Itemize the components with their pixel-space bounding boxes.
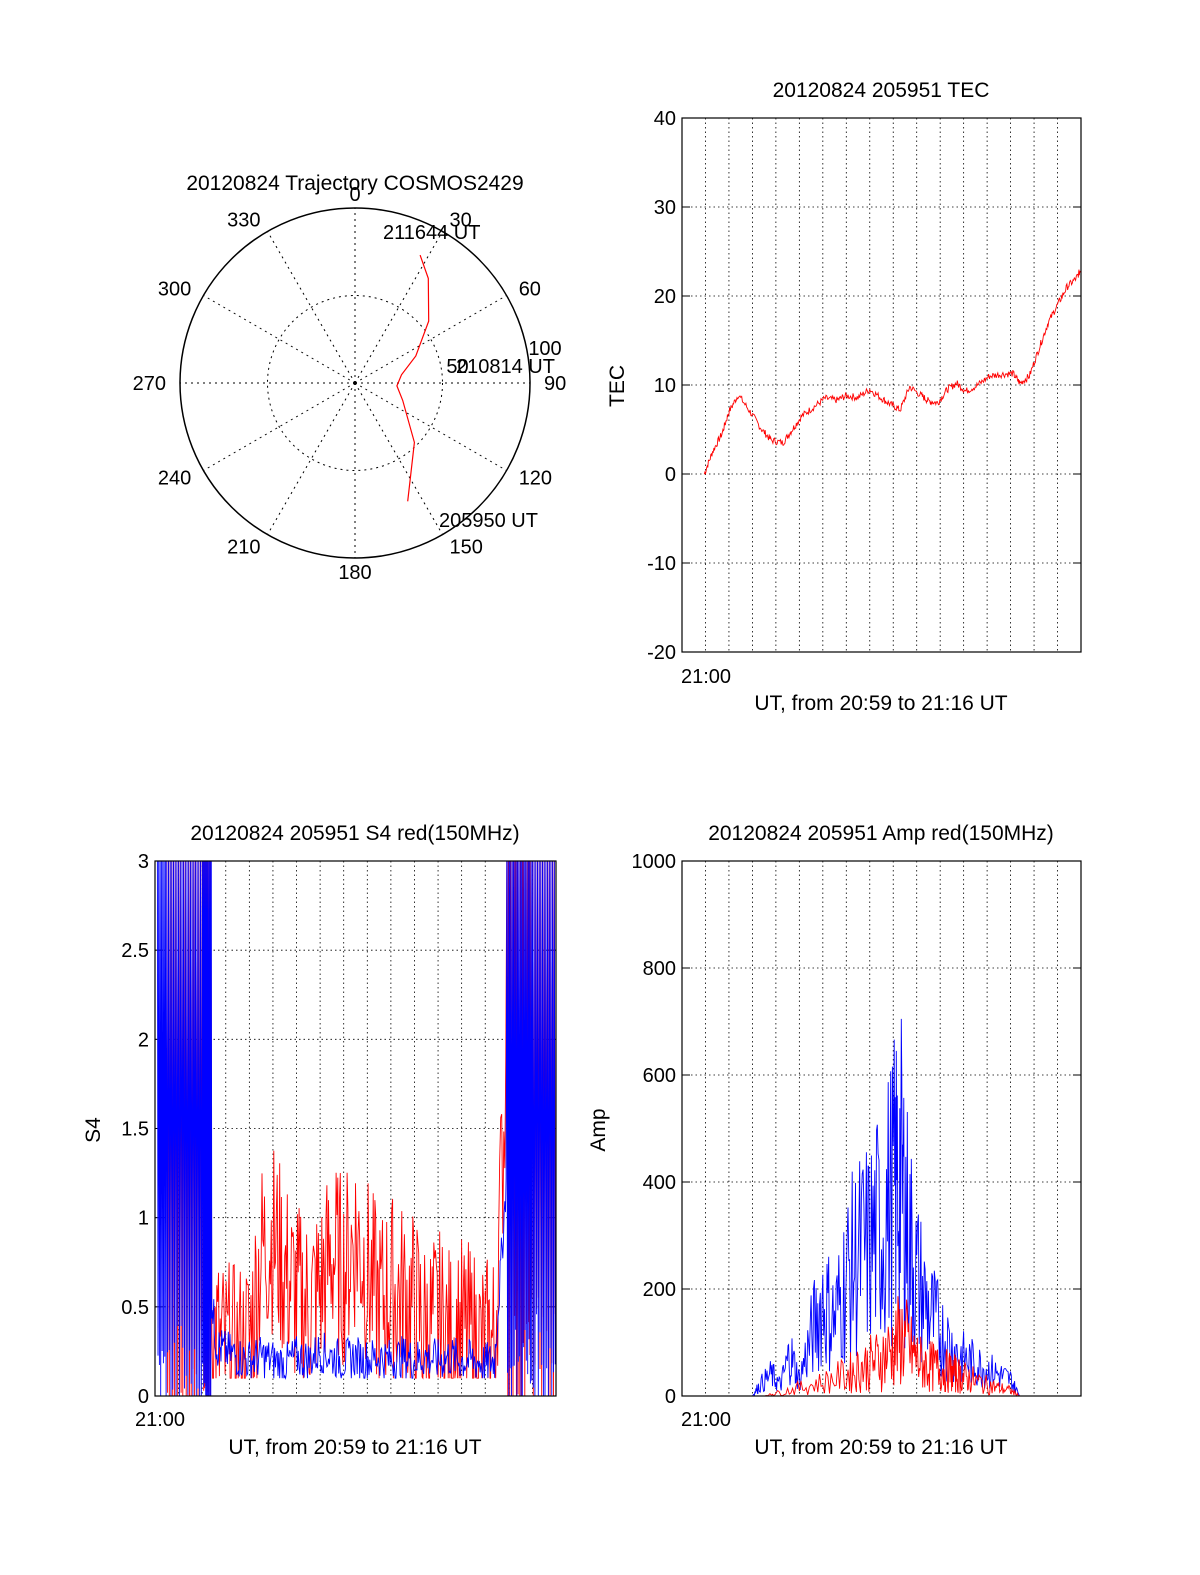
polar-inner-circle (267, 295, 443, 471)
y-tick-label: 0 (665, 464, 676, 486)
s4-x-tick-label: 21:00 (135, 1409, 185, 1431)
polar-spoke (267, 382, 356, 535)
amp-axes: 0 200 400 600 800 1000 (632, 851, 1082, 1408)
polar-angle-label: 300 (158, 279, 191, 301)
polar-grid (179, 207, 531, 559)
polar-spoke (203, 382, 356, 471)
tec-title: 20120824 205951 TEC (773, 79, 990, 102)
series-line (703, 269, 1082, 476)
polar-angle-labels: 0 30 60 90 120 150 180 210 240 270 300 330 (133, 184, 567, 584)
s4-title: 20120824 205951 S4 red(150MHz) (190, 822, 519, 845)
polar-angle-label: 120 (519, 468, 552, 490)
polar-angle-label: 60 (519, 279, 541, 301)
trajectory-line (396, 254, 430, 502)
polar-angle-label: 330 (227, 209, 260, 231)
polar-spoke (354, 382, 507, 471)
amp-x-label: UT, from 20:59 to 21:16 UT (754, 1436, 1007, 1459)
tec-x-label: UT, from 20:59 to 21:16 UT (754, 692, 1007, 715)
y-tick-label: 20 (654, 286, 676, 308)
plot-frame (154, 860, 557, 1397)
y-tick-label: 1.5 (121, 1119, 149, 1141)
series-line (682, 1296, 1078, 1397)
plot-frame (681, 860, 1082, 1397)
polar-spoke (267, 231, 356, 384)
amp-x-tick-label: 21:00 (681, 1409, 731, 1431)
polar-angle-label: 180 (338, 562, 371, 584)
polar-angle-label: 270 (133, 373, 166, 395)
tec-y-label: TEC (606, 365, 629, 407)
y-tick-label: 200 (643, 1279, 676, 1301)
amp-title: 20120824 205951 Amp red(150MHz) (708, 822, 1054, 845)
y-tick-label: 10 (654, 375, 676, 397)
tec-x-tick-label: 21:00 (681, 666, 731, 688)
y-tick-label: 1000 (632, 851, 677, 873)
y-tick-label: -10 (647, 553, 676, 575)
amp-y-label: Amp (587, 1108, 610, 1151)
y-tick-label: 40 (654, 108, 676, 130)
y-tick-label: 1 (138, 1208, 149, 1230)
y-tick-label: 0 (138, 1386, 149, 1408)
y-tick-label: 2.5 (121, 940, 149, 962)
y-tick-label: 2 (138, 1029, 149, 1051)
annotation-mid-time: 210814 UT (456, 356, 555, 378)
polar-angle-label: 0 (349, 184, 360, 206)
series-line (166, 860, 556, 1397)
y-tick-label: 800 (643, 958, 676, 980)
polar-radial-label: 50 (446, 356, 468, 378)
polar-radial-label: 100 (528, 338, 561, 360)
annotation-end-time: 211644 UT (383, 222, 480, 244)
polar-angle-label: 210 (227, 537, 260, 559)
s4-x-label: UT, from 20:59 to 21:16 UT (228, 1436, 481, 1459)
polar-spoke (354, 382, 443, 535)
tec-panel: 20120824 205951 TEC -20 -10 0 10 20 30 40 21:0… (606, 79, 1082, 715)
tec-axes: -20 -10 0 10 20 30 40 (647, 108, 1082, 664)
y-tick-label: 3 (138, 851, 149, 873)
s4-y-label: S4 (82, 1117, 105, 1143)
y-tick-label: 30 (654, 197, 676, 219)
polar-angle-label: 90 (544, 373, 566, 395)
y-tick-label: 600 (643, 1065, 676, 1087)
y-tick-label: 0.5 (121, 1297, 149, 1319)
polar-spoke (354, 295, 507, 384)
polar-angle-label: 30 (450, 209, 472, 231)
polar-angle-label: 240 (158, 468, 191, 490)
y-tick-label: 400 (643, 1172, 676, 1194)
polar-trajectory-panel: 20120824 Trajectory COSMOS2429 0 30 60 90 12… (133, 172, 567, 584)
s4-panel: 20120824 205951 S4 red(150MHz) 0 0.5 1 1.5 2… (82, 822, 557, 1459)
polar-title: 20120824 Trajectory COSMOS2429 (186, 172, 523, 195)
annotation-start-time: 205950 UT (439, 510, 538, 532)
polar-angle-label: 150 (450, 537, 483, 559)
series-line (682, 1018, 1080, 1397)
y-tick-label: -20 (647, 642, 676, 664)
polar-spoke (203, 295, 356, 384)
s4-axes: 0 0.5 1 1.5 2 2.5 3 (121, 851, 557, 1408)
series-line (156, 860, 556, 1397)
y-tick-label: 0 (665, 1386, 676, 1408)
polar-spoke (354, 231, 443, 384)
polar-radial-labels: 50 100 (446, 338, 561, 378)
amp-panel: 20120824 205951 Amp red(150MHz) 0 200 400 6… (587, 822, 1082, 1459)
plot-frame (681, 117, 1082, 653)
